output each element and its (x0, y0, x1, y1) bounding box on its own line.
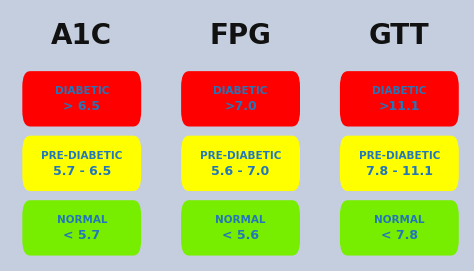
FancyBboxPatch shape (173, 5, 308, 260)
FancyBboxPatch shape (22, 200, 141, 256)
Text: 5.7 - 6.5: 5.7 - 6.5 (53, 164, 111, 178)
FancyBboxPatch shape (340, 71, 459, 127)
Text: DIABETIC: DIABETIC (213, 86, 268, 96)
Text: PRE-DIABETIC: PRE-DIABETIC (41, 151, 122, 161)
FancyBboxPatch shape (340, 200, 459, 256)
Text: FPG: FPG (210, 22, 272, 50)
FancyBboxPatch shape (332, 5, 467, 260)
FancyBboxPatch shape (181, 200, 300, 256)
Text: > 6.5: > 6.5 (63, 100, 100, 113)
Text: PRE-DIABETIC: PRE-DIABETIC (200, 151, 281, 161)
Text: >11.1: >11.1 (379, 100, 420, 113)
FancyBboxPatch shape (14, 5, 149, 260)
Text: NORMAL: NORMAL (215, 215, 266, 225)
FancyBboxPatch shape (181, 136, 300, 191)
Text: 7.8 - 11.1: 7.8 - 11.1 (366, 164, 433, 178)
Text: NORMAL: NORMAL (374, 215, 425, 225)
FancyBboxPatch shape (181, 71, 300, 127)
Text: NORMAL: NORMAL (56, 215, 107, 225)
Text: 5.6 - 7.0: 5.6 - 7.0 (211, 164, 270, 178)
FancyBboxPatch shape (22, 71, 141, 127)
Text: < 7.8: < 7.8 (381, 229, 418, 242)
Text: GTT: GTT (369, 22, 429, 50)
FancyBboxPatch shape (22, 136, 141, 191)
Text: DIABETIC: DIABETIC (372, 86, 427, 96)
FancyBboxPatch shape (340, 136, 459, 191)
Text: A1C: A1C (51, 22, 112, 50)
Text: DIABETIC: DIABETIC (55, 86, 109, 96)
Text: < 5.6: < 5.6 (222, 229, 259, 242)
Text: PRE-DIABETIC: PRE-DIABETIC (359, 151, 440, 161)
Text: >7.0: >7.0 (224, 100, 257, 113)
Text: < 5.7: < 5.7 (63, 229, 100, 242)
